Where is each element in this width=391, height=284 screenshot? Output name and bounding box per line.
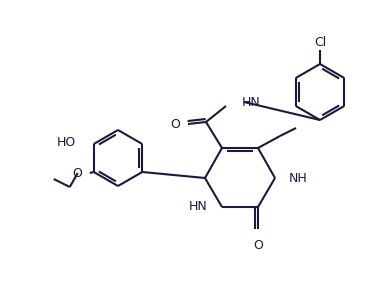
Text: HO: HO (57, 135, 76, 149)
Text: O: O (170, 118, 180, 131)
Text: NH: NH (289, 172, 308, 185)
Text: HN: HN (242, 95, 261, 108)
Text: O: O (253, 239, 263, 252)
Text: Cl: Cl (314, 36, 326, 49)
Text: HN: HN (189, 201, 208, 214)
Text: O: O (72, 166, 82, 179)
